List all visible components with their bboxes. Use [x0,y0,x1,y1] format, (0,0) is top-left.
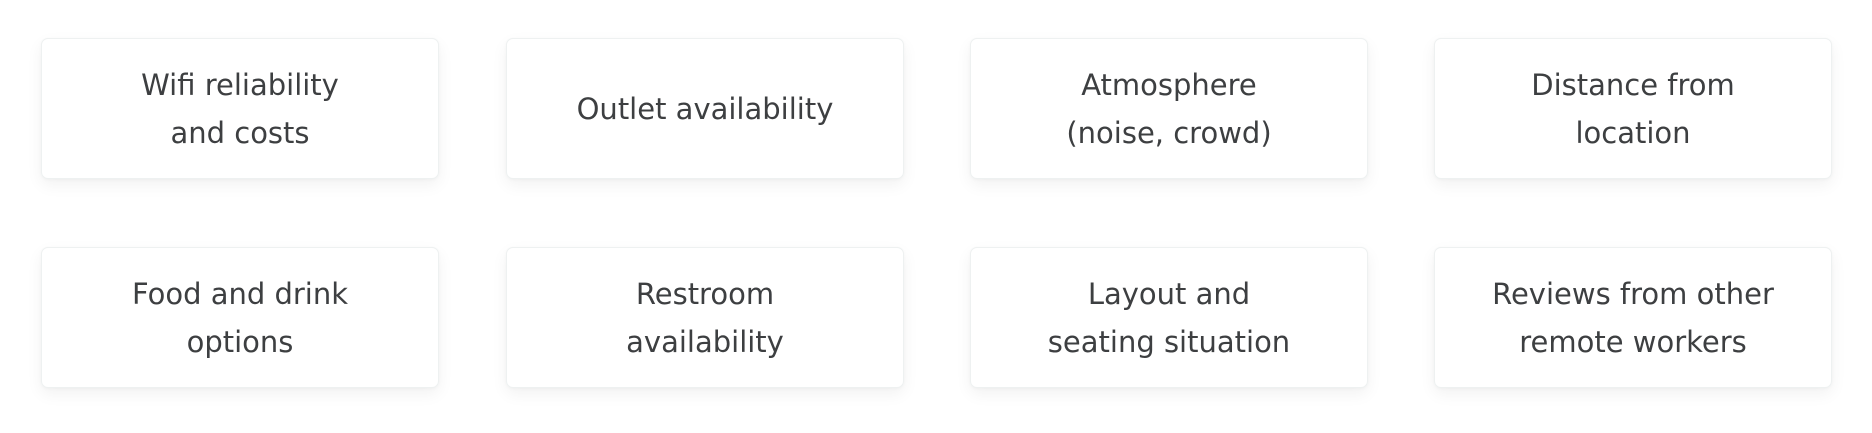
card-label: Layout and seating situation [1047,276,1291,359]
card-label: Reviews from other remote workers [1492,276,1774,359]
card-label: Wifi reliability and costs [141,67,339,150]
card-outlet-availability: Outlet availability [506,38,904,179]
card-wifi-reliability: Wifi reliability and costs [41,38,439,179]
card-food-drink: Food and drink options [41,247,439,388]
card-reviews: Reviews from other remote workers [1434,247,1832,388]
card-label: Distance from location [1531,67,1735,150]
card-distance: Distance from location [1434,38,1832,179]
card-layout-seating: Layout and seating situation [970,247,1368,388]
card-atmosphere: Atmosphere (noise, crowd) [970,38,1368,179]
card-restroom: Restroom availability [506,247,904,388]
card-label: Restroom availability [626,276,784,359]
card-label: Atmosphere (noise, crowd) [1066,67,1272,150]
card-label: Food and drink options [131,276,349,359]
card-label: Outlet availability [576,91,834,126]
